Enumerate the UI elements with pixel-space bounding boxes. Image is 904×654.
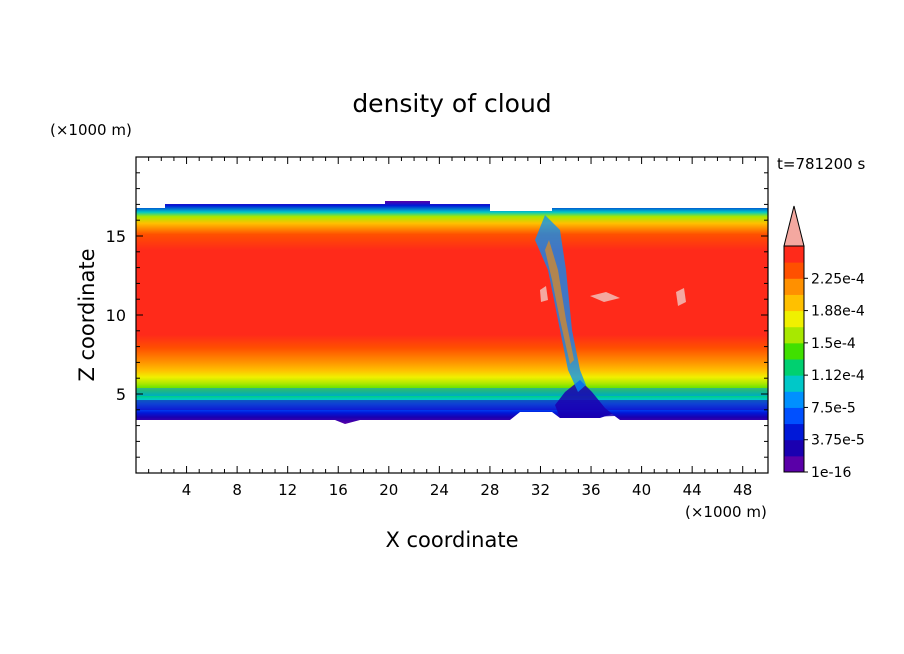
- y-tick-label: 5: [116, 385, 126, 404]
- colorbar-swatch: [784, 423, 804, 441]
- x-tick-label: 4: [182, 481, 192, 499]
- colorbar-label: 1e-16: [811, 465, 851, 481]
- cloud-body: [136, 201, 768, 424]
- colorbar-swatch: [784, 359, 804, 376]
- colorbar-overflow-arrow: [783, 205, 805, 247]
- x-axis-ticks: 4 8 12 16 20 24 28 32 36 40 44 48: [148, 157, 756, 499]
- colorbar-swatch: [784, 326, 804, 344]
- x-axis-title: X coordinate: [385, 528, 518, 552]
- colorbar-label: 2.25e-4: [811, 271, 865, 287]
- y-axis-title: Z coordinate: [75, 248, 99, 381]
- colorbar: 1e-16 3.75e-5 7.5e-5 1.12e-4 1.5e-4 1.88e-4 2.…: [783, 205, 865, 481]
- chart-title: density of cloud: [352, 89, 551, 118]
- x-tick-label: 48: [733, 481, 752, 499]
- colorbar-swatch: [784, 278, 804, 295]
- colorbar-swatch: [784, 246, 804, 263]
- cloud-field: [136, 201, 768, 424]
- y-tick-label: 15: [106, 227, 126, 246]
- x-unit-label: (×1000 m): [685, 503, 767, 521]
- x-tick-label: 16: [329, 481, 348, 499]
- y-axis-ticks: 5 10 15: [106, 172, 768, 458]
- base-band: [136, 400, 768, 410]
- colorbar-label: 1.12e-4: [811, 368, 865, 384]
- base-cyan-band: [136, 388, 768, 396]
- y-tick-label: 10: [106, 306, 126, 325]
- column-shear-core: [545, 240, 574, 364]
- colorbar-swatch: [784, 375, 804, 392]
- x-tick-label: 24: [430, 481, 449, 499]
- overflow-patch-2: [676, 288, 686, 306]
- colorbar-swatch: [784, 455, 804, 473]
- colorbar-label: 7.5e-5: [811, 400, 856, 416]
- y-unit-label: (×1000 m): [50, 121, 132, 139]
- colorbar-label: 1.88e-4: [811, 304, 865, 320]
- x-tick-label: 8: [232, 481, 242, 499]
- colorbar-swatch: [784, 342, 804, 360]
- x-tick-label: 32: [531, 481, 550, 499]
- x-tick-label: 40: [632, 481, 651, 499]
- colorbar-swatch: [784, 439, 804, 457]
- colorbar-swatch: [784, 391, 804, 408]
- x-tick-label: 28: [480, 481, 499, 499]
- colorbar-swatch: [784, 262, 804, 279]
- column-break: [555, 380, 615, 418]
- colorbar-label: 1.5e-4: [811, 336, 856, 352]
- colorbar-label: 3.75e-5: [811, 433, 865, 449]
- x-tick-label: 12: [278, 481, 297, 499]
- x-tick-label: 20: [379, 481, 398, 499]
- overflow-patch-1: [590, 292, 620, 302]
- colorbar-swatch: [784, 294, 804, 312]
- overflow-patch-3: [540, 286, 548, 302]
- x-tick-label: 36: [581, 481, 600, 499]
- x-tick-label: 44: [683, 481, 702, 499]
- time-label: t=781200 s: [777, 155, 865, 173]
- colorbar-swatch: [784, 407, 804, 425]
- colorbar-swatch: [784, 310, 804, 328]
